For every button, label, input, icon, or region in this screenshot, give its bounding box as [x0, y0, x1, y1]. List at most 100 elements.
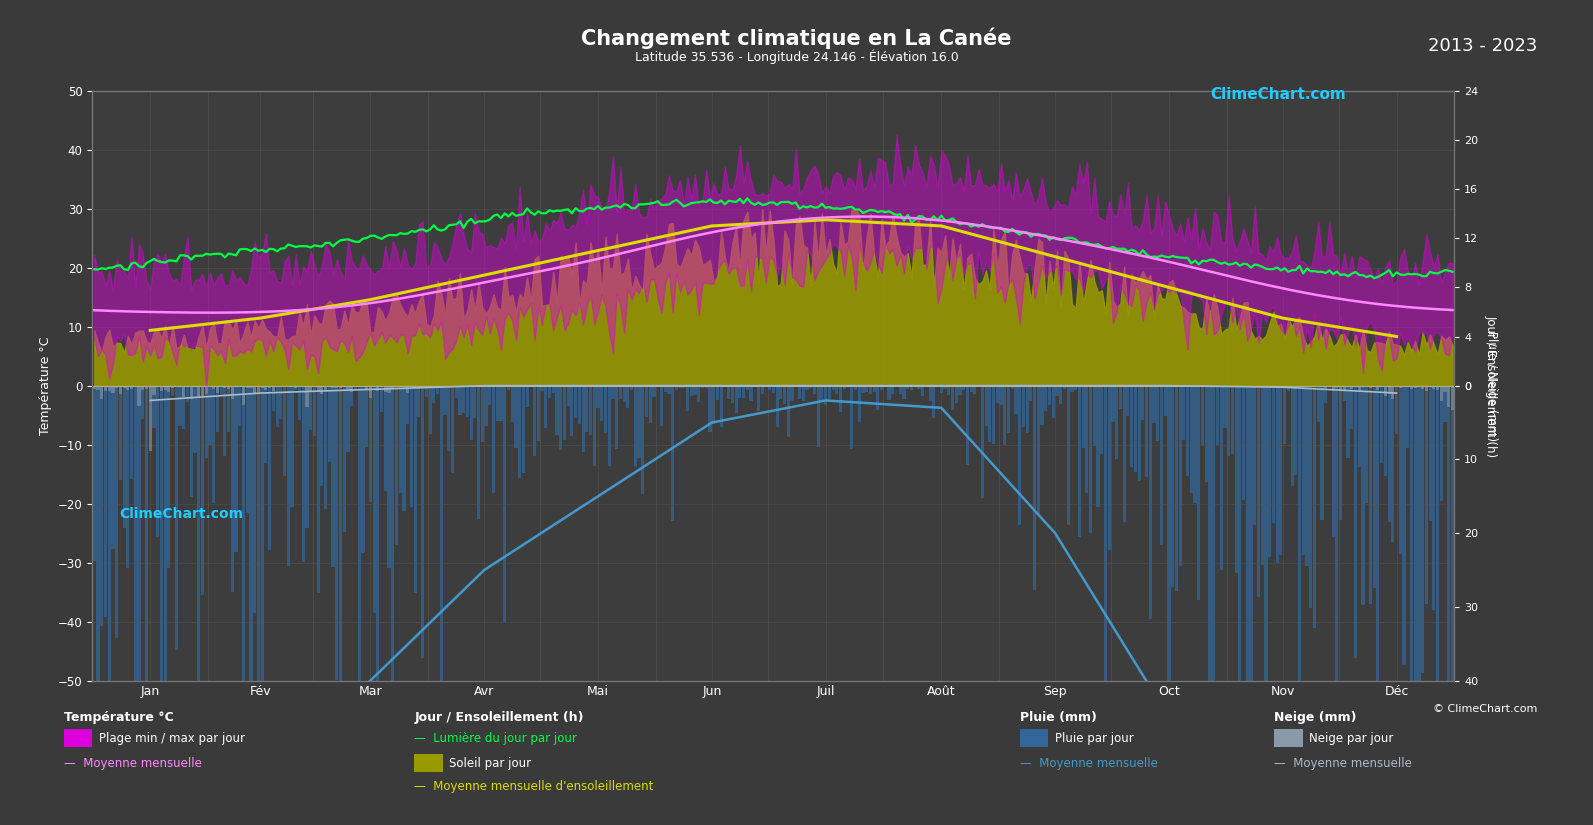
- Bar: [1235, 386, 1238, 573]
- Bar: [573, 386, 577, 418]
- Bar: [164, 386, 167, 389]
- Bar: [290, 386, 293, 507]
- Bar: [742, 386, 746, 398]
- Bar: [115, 386, 118, 638]
- Bar: [339, 386, 342, 388]
- Bar: [126, 386, 129, 568]
- Bar: [126, 386, 129, 390]
- Bar: [664, 386, 667, 392]
- Bar: [1343, 386, 1346, 390]
- Bar: [1168, 386, 1171, 799]
- Bar: [1446, 386, 1450, 825]
- Bar: [220, 386, 223, 394]
- Text: Neige par jour: Neige par jour: [1309, 732, 1394, 745]
- Bar: [1271, 386, 1274, 523]
- Bar: [261, 386, 264, 825]
- Bar: [108, 386, 112, 391]
- Bar: [178, 386, 182, 387]
- Bar: [306, 386, 309, 528]
- Bar: [1282, 386, 1286, 444]
- Bar: [1451, 386, 1454, 410]
- Bar: [178, 386, 182, 426]
- Bar: [223, 386, 226, 456]
- Bar: [1067, 386, 1070, 526]
- Bar: [1294, 386, 1297, 475]
- Bar: [484, 386, 487, 426]
- Bar: [615, 386, 618, 449]
- Bar: [1059, 386, 1063, 404]
- Bar: [682, 386, 685, 388]
- Bar: [170, 386, 174, 388]
- Bar: [1179, 386, 1182, 566]
- Bar: [779, 386, 782, 398]
- Bar: [1190, 386, 1193, 493]
- Bar: [607, 386, 610, 465]
- Bar: [637, 386, 640, 458]
- Bar: [108, 386, 112, 757]
- Bar: [331, 386, 335, 568]
- Bar: [1391, 386, 1394, 398]
- Bar: [1391, 386, 1394, 542]
- Bar: [503, 386, 507, 622]
- Bar: [350, 386, 354, 392]
- Bar: [1048, 386, 1051, 405]
- Bar: [1246, 386, 1249, 825]
- Bar: [153, 386, 156, 394]
- Bar: [190, 386, 193, 399]
- Bar: [398, 386, 401, 493]
- Bar: [806, 386, 809, 389]
- Bar: [715, 386, 718, 400]
- Bar: [198, 386, 201, 727]
- Bar: [190, 386, 193, 497]
- Bar: [704, 386, 707, 389]
- Y-axis label: Température °C: Température °C: [40, 337, 53, 435]
- Bar: [1357, 386, 1360, 467]
- Bar: [1354, 386, 1357, 658]
- Text: Latitude 35.536 - Longitude 24.146 - Élévation 16.0: Latitude 35.536 - Longitude 24.146 - Élé…: [634, 50, 959, 64]
- Bar: [1063, 386, 1066, 389]
- Bar: [365, 386, 368, 390]
- Bar: [1171, 386, 1174, 587]
- Bar: [1227, 386, 1230, 456]
- Bar: [1070, 386, 1074, 392]
- Bar: [562, 386, 566, 440]
- Bar: [828, 386, 832, 399]
- Bar: [234, 386, 237, 387]
- Bar: [1301, 386, 1305, 554]
- Bar: [809, 386, 812, 388]
- Bar: [201, 386, 204, 596]
- Bar: [1324, 386, 1327, 403]
- Bar: [551, 386, 554, 393]
- Bar: [167, 386, 170, 568]
- Bar: [212, 386, 215, 389]
- Bar: [648, 386, 652, 423]
- Bar: [276, 386, 279, 427]
- Bar: [1115, 386, 1118, 459]
- Bar: [470, 386, 473, 440]
- Bar: [231, 386, 234, 592]
- Bar: [1340, 386, 1343, 391]
- Bar: [902, 386, 905, 398]
- Bar: [1451, 386, 1454, 825]
- Bar: [362, 386, 365, 554]
- Bar: [760, 386, 763, 394]
- Bar: [843, 386, 846, 389]
- Bar: [1432, 386, 1435, 389]
- Bar: [137, 386, 140, 406]
- Bar: [1004, 386, 1007, 445]
- Bar: [954, 386, 957, 403]
- Bar: [1388, 386, 1391, 394]
- Text: Neige (mm): Neige (mm): [1274, 711, 1357, 724]
- Bar: [1362, 386, 1365, 606]
- Bar: [131, 386, 134, 479]
- Bar: [1376, 386, 1380, 825]
- Bar: [1321, 386, 1324, 520]
- Bar: [906, 386, 910, 389]
- Bar: [731, 386, 734, 403]
- Bar: [228, 386, 229, 389]
- Bar: [1090, 386, 1093, 534]
- Bar: [537, 386, 540, 441]
- Bar: [887, 386, 890, 400]
- Bar: [1085, 386, 1088, 493]
- Bar: [142, 386, 145, 389]
